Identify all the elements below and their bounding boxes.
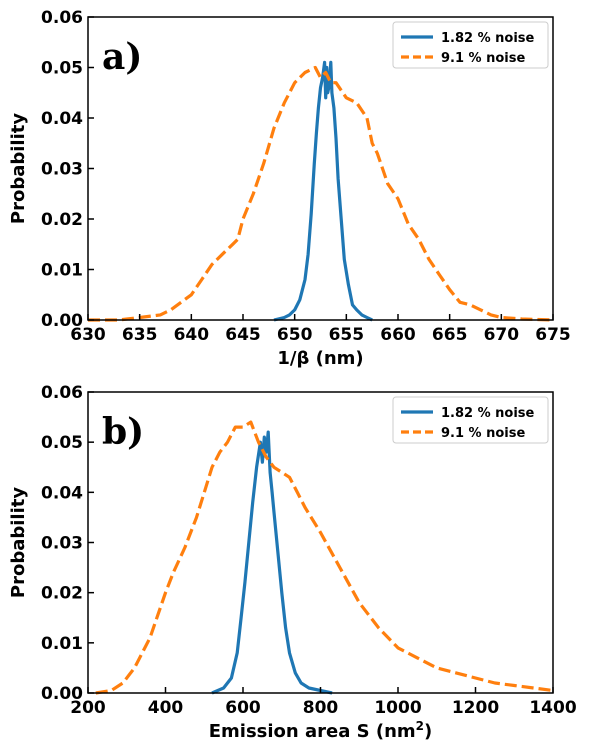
x-tick-label: 660 [380,325,416,345]
y-tick-label: 0.05 [41,59,83,79]
x-axis-label: 1/β (nm) [277,348,363,369]
y-tick-label: 0.03 [41,160,83,180]
panel-a: 630 635 640 645 650 655 660 665 670 675 0.00 0.01 0.… [8,8,571,369]
legend: 1.82 % noise 9.1 % noise [392,396,549,444]
panel-label: b) [102,411,144,453]
x-tick-label: 635 [122,325,158,345]
y-tick-label: 0.06 [41,8,83,28]
y-tick-label: 0.00 [41,311,83,331]
series-line-noise-1-82 [273,60,373,322]
series-line-noise-9-1 [88,65,554,322]
x-tick-label: 600 [225,698,261,718]
y-tick-label: 0.05 [41,433,83,453]
legend: 1.82 % noise 9.1 % noise [392,21,549,69]
series-line-noise-1-82 [211,430,333,695]
x-tick-label: 645 [225,325,261,345]
legend-entry: 1.82 % noise [441,31,535,46]
series-line-noise-9-1 [95,420,554,695]
legend-entry: 9.1 % noise [441,51,525,66]
y-tick-label: 0.01 [41,261,83,281]
x-tick-label: 650 [277,325,313,345]
x-tick-label: 665 [432,325,468,345]
y-tick-label: 0.01 [41,634,83,654]
x-tick-label: 1000 [374,698,421,718]
y-tick-label: 0.04 [41,483,83,503]
y-tick-label: 0.04 [41,109,83,129]
x-tick-label: 400 [148,698,184,718]
x-axis-label: Emission area S (nm2) [209,719,433,742]
y-axis-label: Probability [8,113,29,224]
x-tick-label: 655 [329,325,365,345]
legend-entry: 9.1 % noise [441,426,525,441]
x-tick-label: 675 [535,325,571,345]
x-tick-label: 800 [303,698,339,718]
legend-entry: 1.82 % noise [441,406,535,421]
x-tick-label: 670 [484,325,520,345]
panel-label: a) [102,36,142,78]
x-tick-label: 1200 [452,698,499,718]
y-tick-label: 0.06 [41,383,83,403]
y-tick-label: 0.03 [41,534,83,554]
x-tick-label: 630 [70,325,106,345]
y-axis-label: Probability [8,487,29,598]
panel-b: 200 400 600 800 1000 1200 1400 0.00 0.01 0.02 0.03… [8,383,577,742]
y-tick-label: 0.02 [41,584,83,604]
x-tick-label: 1400 [529,698,576,718]
y-tick-label: 0.02 [41,210,83,230]
x-tick-label: 200 [70,698,106,718]
x-tick-label: 640 [174,325,210,345]
y-tick-label: 0.00 [41,684,83,704]
